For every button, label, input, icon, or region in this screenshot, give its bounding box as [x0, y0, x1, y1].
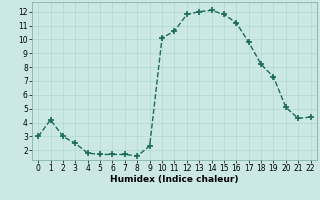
X-axis label: Humidex (Indice chaleur): Humidex (Indice chaleur) — [110, 175, 239, 184]
